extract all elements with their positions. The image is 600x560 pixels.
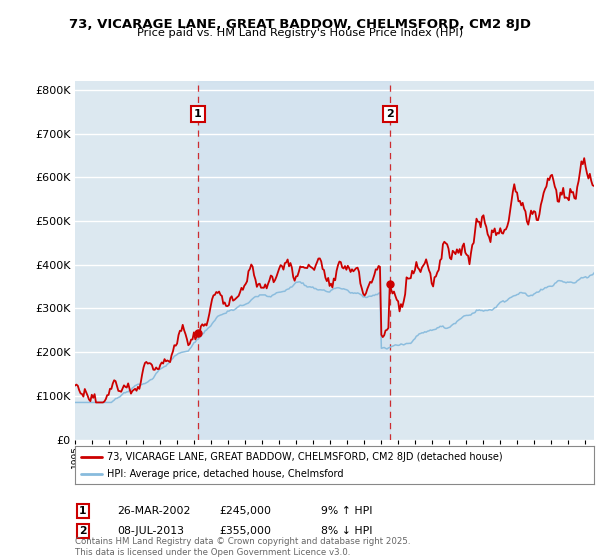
Text: 1: 1 [194,109,202,119]
Text: 9% ↑ HPI: 9% ↑ HPI [321,506,373,516]
Text: 2: 2 [386,109,394,119]
Bar [198,81,390,440]
Text: 73, VICARAGE LANE, GREAT BADDOW, CHELMSFORD, CM2 8JD (detached house): 73, VICARAGE LANE, GREAT BADDOW, CHELMSF… [107,451,503,461]
Text: 1: 1 [79,506,86,516]
Text: Contains HM Land Registry data © Crown copyright and database right 2025.
This d: Contains HM Land Registry data © Crown c… [75,537,410,557]
Text: 2: 2 [79,526,86,536]
Text: 08-JUL-2013: 08-JUL-2013 [117,526,184,536]
Text: £245,000: £245,000 [219,506,271,516]
Text: 8% ↓ HPI: 8% ↓ HPI [321,526,373,536]
Text: 26-MAR-2002: 26-MAR-2002 [117,506,190,516]
Text: £355,000: £355,000 [219,526,271,536]
Text: Price paid vs. HM Land Registry's House Price Index (HPI): Price paid vs. HM Land Registry's House … [137,28,463,38]
Text: HPI: Average price, detached house, Chelmsford: HPI: Average price, detached house, Chel… [107,469,344,479]
Text: 73, VICARAGE LANE, GREAT BADDOW, CHELMSFORD, CM2 8JD: 73, VICARAGE LANE, GREAT BADDOW, CHELMSF… [69,18,531,31]
